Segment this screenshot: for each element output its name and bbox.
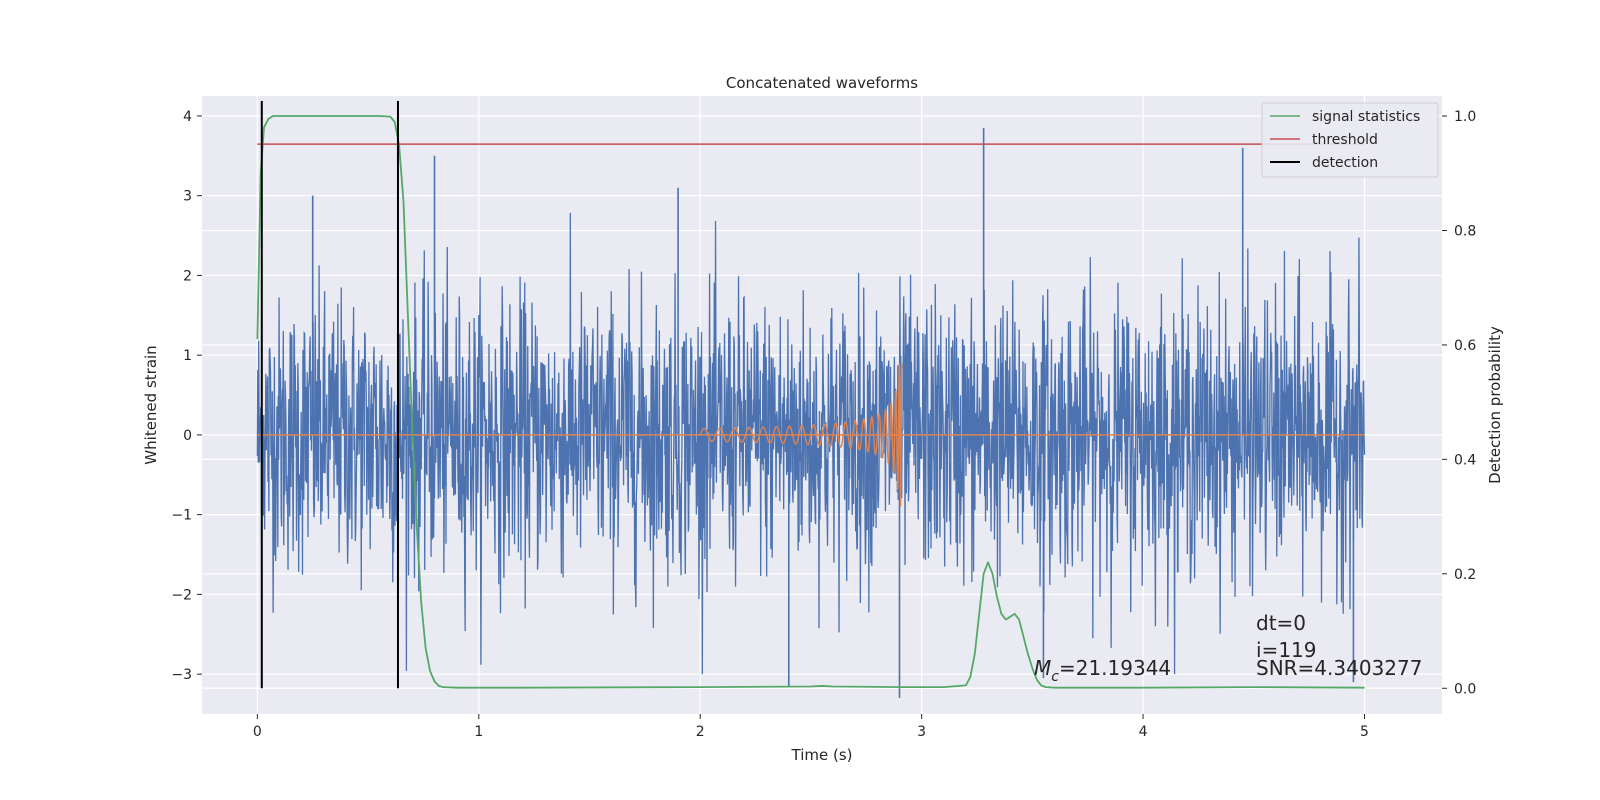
legend-frame: [1261, 102, 1439, 178]
y-tick-label: 2: [183, 268, 192, 284]
y-tick-label: −3: [171, 667, 192, 683]
whitened-strain-line: [256, 212, 1366, 675]
x-tick-label: 5: [1360, 724, 1369, 740]
y-tick-label: 0: [183, 428, 192, 444]
x-tick-label: 1: [474, 724, 483, 740]
chirp-mass-value: =21.19344: [1059, 656, 1171, 680]
snr-annotation: SNR=4.3403277: [1256, 656, 1422, 680]
legend-label-detection: detection: [1312, 155, 1378, 171]
annotations: Mc=21.19344 dt=0 i=119 SNR=4.3403277: [1034, 611, 1422, 685]
signal-statistics-line: [256, 115, 1365, 689]
x-tick-label: 3: [917, 724, 926, 740]
chirp-mass-subscript: c: [1051, 669, 1059, 685]
y-tick-label-right: 0.6: [1454, 338, 1476, 354]
legend-label-signal-statistics: signal statistics: [1312, 109, 1420, 125]
x-axis-label: Time (s): [791, 746, 853, 764]
y-tick-label-right: 0.0: [1454, 681, 1476, 697]
y-tick-label: 3: [183, 189, 192, 205]
index-annotation: i=119: [1256, 638, 1317, 662]
y-axis-label: Whitened strain: [142, 345, 160, 464]
chirp-mass-symbol: M: [1034, 656, 1051, 680]
y-tick-label-right: 0.4: [1454, 452, 1476, 468]
x-tick-label: 4: [1139, 724, 1148, 740]
y-tick-label: −2: [171, 587, 192, 603]
y-tick-label-right: 0.2: [1454, 567, 1476, 583]
legend-label-threshold: threshold: [1312, 132, 1378, 148]
plot-area: [256, 101, 1366, 699]
y-tick-label: 1: [183, 348, 192, 364]
y-tick-label: −1: [171, 508, 192, 524]
chart-title: Concatenated waveforms: [726, 74, 918, 92]
y-tick-label-right: 1.0: [1454, 109, 1476, 125]
y-tick-label-right: 0.8: [1454, 223, 1476, 239]
template-chirp-line: [699, 363, 903, 507]
x-tick-label: 0: [253, 724, 262, 740]
y-tick-label: 4: [183, 109, 192, 125]
axis-ticks: 0 1 2 3 4 5 −3 −2 −1 0 1 2 3 4 0.0 0.2 0.4 0.6 0.8 1.0: [171, 109, 1476, 740]
dt-annotation: dt=0: [1256, 611, 1306, 635]
chirp-mass-annotation: Mc=21.19344: [1034, 656, 1171, 685]
y-axis-label-right: Detection probability: [1486, 326, 1504, 484]
legend: signal statistics threshold detection: [1261, 102, 1439, 178]
x-tick-label: 2: [696, 724, 705, 740]
